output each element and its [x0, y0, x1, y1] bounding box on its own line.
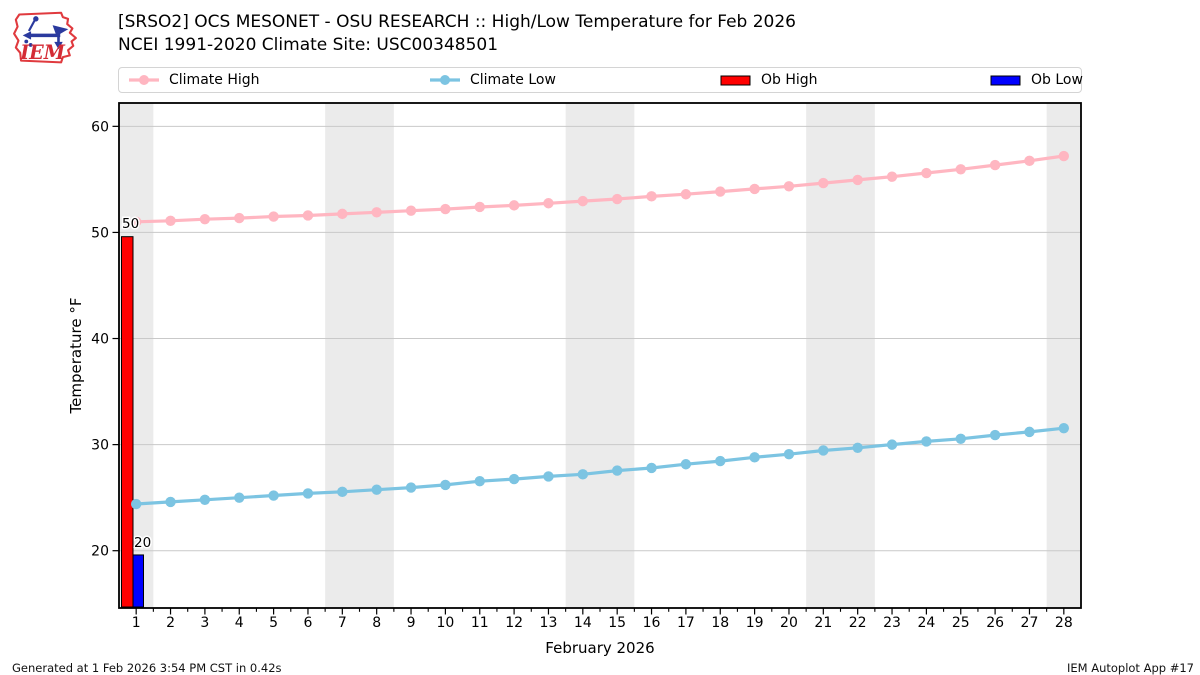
svg-text:2: 2	[166, 615, 175, 631]
svg-text:5: 5	[269, 615, 278, 631]
svg-text:16: 16	[643, 615, 661, 631]
svg-text:30: 30	[91, 438, 109, 454]
svg-text:17: 17	[677, 615, 695, 631]
svg-text:11: 11	[471, 615, 489, 631]
climate-high-line	[136, 154, 1065, 224]
x-axis-title: February 2026	[545, 639, 654, 657]
svg-text:19: 19	[746, 615, 764, 631]
climate-low-line	[136, 426, 1064, 506]
svg-text:21: 21	[814, 615, 832, 631]
svg-text:50: 50	[91, 225, 109, 241]
svg-text:4: 4	[235, 615, 244, 631]
svg-text:22: 22	[849, 615, 867, 631]
svg-text:40: 40	[91, 332, 109, 348]
svg-text:28: 28	[1055, 615, 1073, 631]
iowa-outline-icon	[13, 11, 77, 64]
svg-text:20: 20	[91, 544, 109, 560]
ob-low-bar	[132, 554, 144, 608]
legend-label: Climate Low	[470, 72, 556, 88]
svg-text:15: 15	[608, 615, 626, 631]
climate-high-line-swatch-icon	[129, 75, 159, 85]
y-gridlines	[119, 125, 1081, 552]
legend-label: Ob Low	[1031, 72, 1083, 88]
svg-text:24: 24	[917, 615, 935, 631]
ob-high-value-label: 50	[122, 216, 139, 232]
y-axis-title: Temperature °F	[67, 298, 85, 415]
iem-logo-text: IEM	[19, 41, 66, 64]
legend-item-ob-high: Ob High	[720, 68, 818, 92]
generated-timestamp: Generated at 1 Feb 2026 3:54 PM CST in 0…	[12, 661, 282, 675]
svg-text:13: 13	[540, 615, 558, 631]
svg-text:1: 1	[132, 615, 141, 631]
legend-item-climate-high: Climate High	[128, 68, 260, 92]
autoplot-app-credit: IEM Autoplot App #17	[1066, 661, 1194, 675]
climate-low-line-swatch-icon	[430, 75, 460, 85]
svg-text:18: 18	[711, 615, 729, 631]
chart-legend: Climate High Climate Low Ob High Ob Low	[118, 67, 1083, 93]
climate-high-series	[130, 150, 1070, 228]
svg-text:27: 27	[1021, 615, 1039, 631]
svg-text:14: 14	[574, 615, 592, 631]
x-axis: 1 2 3 4 5 6 7 8 9 10 11 12 13 14 15 16 17 18 19 20 21 22 23 24 2…	[132, 608, 1073, 631]
ob-high-bar	[121, 236, 134, 608]
svg-text:9: 9	[407, 615, 416, 631]
svg-text:6: 6	[304, 615, 313, 631]
legend-item-climate-low: Climate Low	[429, 68, 556, 92]
svg-text:3: 3	[200, 615, 209, 631]
svg-text:26: 26	[986, 615, 1004, 631]
svg-text:60: 60	[91, 119, 109, 135]
svg-text:10: 10	[436, 615, 454, 631]
svg-text:12: 12	[505, 615, 523, 631]
iem-logo: IEM	[13, 11, 77, 64]
svg-text:25: 25	[952, 615, 970, 631]
weather-vane-icon	[22, 16, 69, 50]
svg-text:20: 20	[780, 615, 798, 631]
ob-low-box-swatch-icon	[990, 75, 1021, 86]
svg-text:23: 23	[883, 615, 901, 631]
svg-text:7: 7	[338, 615, 347, 631]
climate-low-series	[130, 422, 1070, 510]
ob-high-box-swatch-icon	[720, 75, 751, 86]
bar-value-labels: 50 20	[121, 215, 153, 553]
svg-text:8: 8	[372, 615, 381, 631]
legend-item-ob-low: Ob Low	[990, 68, 1083, 92]
ob-low-value-label: 20	[134, 535, 151, 551]
legend-label: Climate High	[169, 72, 260, 88]
weekend-shading	[119, 103, 1081, 608]
legend-label: Ob High	[761, 72, 818, 88]
chart-title: [SRSO2] OCS MESONET - OSU RESEARCH :: Hi…	[118, 12, 796, 32]
chart-subtitle: NCEI 1991-2020 Climate Site: USC00348501	[118, 35, 499, 55]
observed-bars	[121, 236, 144, 608]
y-axis: 20 30 40 50 60	[91, 119, 119, 560]
